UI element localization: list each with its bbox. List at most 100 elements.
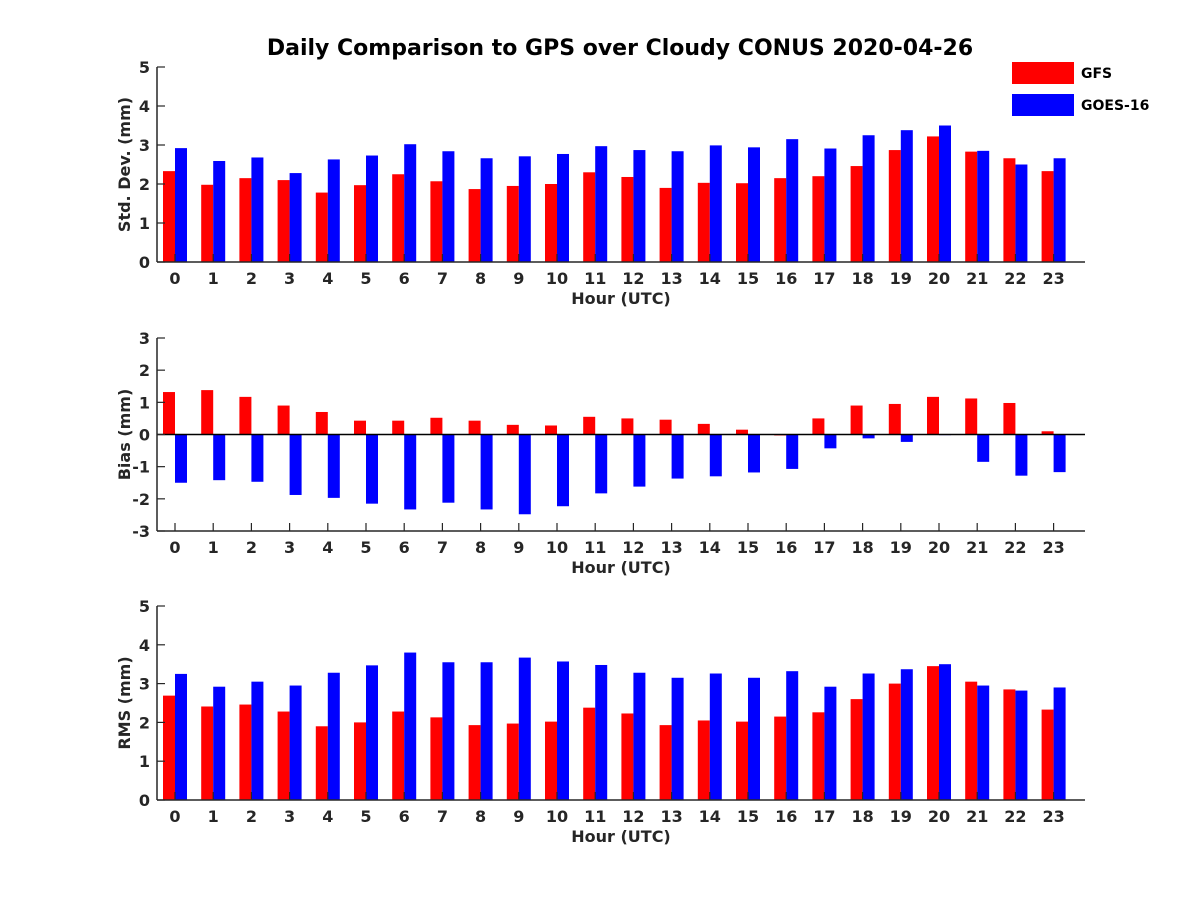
bias-bar-goes16-17 [824,434,837,449]
std-dev-x-tick-label: 1 [208,269,219,288]
rms-y-tick-label: 0 [139,791,150,810]
rms-x-tick-label: 23 [1042,807,1064,826]
bias-bar-gfs-6 [392,420,405,435]
bias-bar-goes16-0 [175,434,187,483]
rms-bar-goes16-21 [977,685,990,800]
rms-x-tick-label: 8 [475,807,486,826]
rms-x-tick-label: 4 [322,807,333,826]
rms-x-tick-label: 11 [584,807,606,826]
rms-x-tick-label: 22 [1004,807,1026,826]
bias-bar-goes16-10 [557,434,569,507]
std-dev-bar-gfs-23 [1041,171,1054,262]
rms-bar-gfs-22 [1003,689,1016,800]
rms-bar-goes16-9 [518,657,531,800]
bias-bar-gfs-0 [163,392,175,435]
bias-bar-goes16-14 [709,434,722,477]
bias-bar-gfs-23 [1041,431,1054,435]
rms-x-tick-label: 9 [513,807,524,826]
rms-bar-goes16-3 [289,685,302,800]
std-dev-y-tick-label: 2 [139,175,150,194]
chart-title: Daily Comparison to GPS over Cloudy CONU… [267,36,973,61]
rms-x-tick-label: 6 [399,807,410,826]
std-dev-y-tick-label: 4 [139,97,150,116]
bias-y-tick-label: 1 [139,393,150,412]
rms-bar-gfs-18 [850,699,863,800]
bias-x-tick-label: 9 [513,538,524,557]
rms-bar-goes16-0 [175,673,187,800]
bias-x-tick-label: 5 [360,538,371,557]
rms-x-tick-label: 18 [851,807,873,826]
rms-bar-goes16-14 [709,673,722,800]
std-dev-bar-goes16-22 [1015,164,1028,262]
std-dev-bar-gfs-18 [850,166,863,262]
rms-bar-gfs-2 [239,704,252,800]
std-dev-bar-goes16-16 [786,139,799,262]
bias-x-tick-label: 2 [246,538,257,557]
bias-bar-gfs-18 [850,405,863,435]
bias-bar-gfs-17 [812,418,825,435]
std-dev-x-tick-label: 8 [475,269,486,288]
bias-bar-goes16-8 [480,434,493,510]
rms-x-tick-label: 21 [966,807,988,826]
std-dev-bar-gfs-10 [545,184,557,262]
std-dev-x-tick-label: 11 [584,269,606,288]
rms-bar-gfs-0 [163,695,175,800]
rms-x-tick-label: 14 [699,807,721,826]
rms-bar-gfs-23 [1041,709,1054,800]
rms-bar-goes16-4 [327,672,340,800]
bias-x-tick-label: 16 [775,538,797,557]
std-dev-bar-goes16-23 [1053,158,1066,262]
rms-x-tick-label: 5 [360,807,371,826]
legend-label-goes16: GOES-16 [1081,98,1149,114]
std-dev-bar-gfs-13 [659,187,672,262]
bias-bar-goes16-18 [862,434,875,439]
rms-x-tick-label: 12 [622,807,644,826]
bias-x-tick-label: 13 [660,538,682,557]
std-dev-bar-gfs-9 [506,185,519,262]
rms-x-tick-label: 7 [437,807,448,826]
legend-label-gfs: GFS [1081,66,1112,82]
rms-bar-goes16-2 [251,681,264,800]
bias-bar-goes16-15 [748,434,760,473]
bias-bar-goes16-22 [1015,434,1028,476]
rms-bar-goes16-8 [480,662,493,800]
bias-bar-gfs-5 [354,420,366,435]
bias-bar-gfs-9 [506,424,519,435]
bias-x-tick-label: 17 [813,538,835,557]
rms-bar-gfs-11 [583,707,596,800]
bias-x-tick-label: 23 [1042,538,1064,557]
bias-bar-gfs-1 [201,390,214,435]
rms-bar-gfs-3 [277,711,290,800]
rms-bar-goes16-5 [366,665,378,800]
rms-bar-goes16-20 [939,664,951,800]
std-dev-bar-goes16-3 [289,173,302,262]
std-dev-x-tick-label: 17 [813,269,835,288]
std-dev-bar-gfs-8 [468,189,481,262]
std-dev-bar-goes16-5 [366,155,378,262]
rms-bar-gfs-7 [430,717,443,800]
bias-x-tick-label: 19 [890,538,912,557]
std-dev-x-tick-label: 13 [660,269,682,288]
std-dev-bar-gfs-22 [1003,158,1016,262]
std-dev-x-axis-label: Hour (UTC) [571,289,671,308]
bias-y-tick-label: -1 [132,458,150,477]
rms-bar-goes16-16 [786,671,799,800]
rms-x-axis-label: Hour (UTC) [571,827,671,846]
bias-bar-goes16-1 [213,434,226,481]
rms-bar-goes16-7 [442,662,455,800]
rms-x-tick-label: 3 [284,807,295,826]
std-dev-bar-goes16-20 [939,125,951,262]
bias-x-tick-label: 22 [1004,538,1026,557]
std-dev-y-tick-label: 1 [139,214,150,233]
bias-bar-goes16-9 [518,434,531,515]
std-dev-bar-gfs-7 [430,181,443,262]
rms-x-tick-label: 0 [169,807,180,826]
bias-bar-goes16-2 [251,434,264,482]
bias-x-axis-label: Hour (UTC) [571,558,671,577]
std-dev-bar-goes16-9 [518,156,531,262]
std-dev-x-tick-label: 2 [246,269,257,288]
rms-bar-gfs-5 [354,722,366,800]
